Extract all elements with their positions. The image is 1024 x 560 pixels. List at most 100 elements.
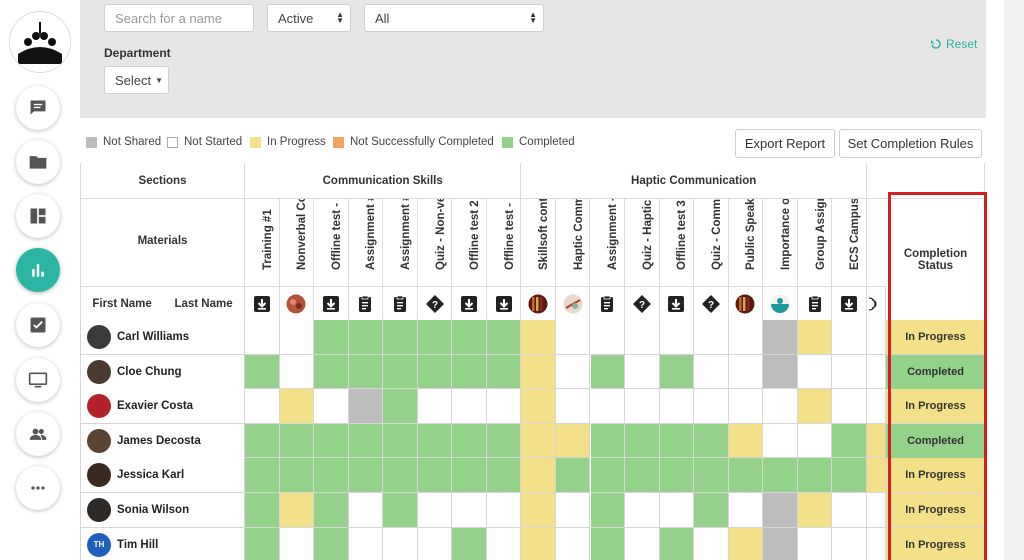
material-type-cell[interactable] <box>763 286 798 320</box>
progress-cell[interactable] <box>555 354 591 390</box>
progress-cell[interactable] <box>728 493 764 528</box>
progress-cell[interactable] <box>486 423 522 459</box>
material-type-cell[interactable] <box>728 286 764 320</box>
progress-cell[interactable] <box>279 389 315 424</box>
progress-cell[interactable] <box>245 458 280 493</box>
progress-cell[interactable] <box>625 320 660 355</box>
progress-cell[interactable] <box>521 458 556 493</box>
progress-cell[interactable] <box>728 389 764 424</box>
progress-cell[interactable] <box>763 458 798 493</box>
material-type-cell[interactable] <box>452 286 487 320</box>
progress-cell[interactable] <box>590 458 626 493</box>
progress-cell[interactable] <box>555 493 591 528</box>
material-type-cell[interactable]: ? <box>694 286 729 320</box>
status-select[interactable]: Active ▲ ▼ <box>267 4 351 32</box>
material-column-header[interactable]: Assignment - ... <box>590 199 626 286</box>
progress-cell[interactable] <box>521 389 556 424</box>
learner-name-cell[interactable]: TH Tim Hill <box>80 527 245 560</box>
progress-cell[interactable] <box>659 389 695 424</box>
nav-messages-button[interactable] <box>16 86 60 130</box>
material-type-cell[interactable] <box>659 286 695 320</box>
progress-cell[interactable] <box>348 354 384 390</box>
nav-folders-button[interactable] <box>16 140 60 184</box>
progress-cell[interactable] <box>625 493 660 528</box>
progress-cell[interactable] <box>348 493 384 528</box>
progress-cell[interactable] <box>590 320 626 355</box>
completion-status-cell[interactable]: In Progress <box>886 527 985 560</box>
progress-cell[interactable] <box>383 458 418 493</box>
group-select[interactable]: All ▲ ▼ <box>364 4 544 32</box>
progress-cell[interactable] <box>797 389 833 424</box>
material-column-header[interactable]: Public Speaki... <box>728 199 764 286</box>
material-type-cell[interactable] <box>348 286 384 320</box>
material-type-cell[interactable] <box>245 286 280 320</box>
progress-cell[interactable] <box>625 458 660 493</box>
progress-cell[interactable] <box>555 423 591 459</box>
progress-cell[interactable] <box>417 493 453 528</box>
progress-cell[interactable] <box>659 354 695 390</box>
progress-cell[interactable] <box>659 423 695 459</box>
completion-status-cell[interactable]: In Progress <box>886 493 985 528</box>
material-column-header[interactable]: Training #1 <box>245 199 280 286</box>
completion-status-cell[interactable]: Completed <box>886 423 985 459</box>
completion-status-cell[interactable]: In Progress <box>886 320 985 355</box>
progress-cell[interactable] <box>763 527 798 560</box>
organization-logo[interactable] <box>9 11 71 73</box>
progress-cell[interactable] <box>279 458 315 493</box>
nav-users-button[interactable] <box>16 412 60 456</box>
progress-cell[interactable] <box>245 423 280 459</box>
progress-cell[interactable] <box>625 389 660 424</box>
department-dropdown[interactable]: Select ▼ <box>104 66 169 94</box>
progress-cell[interactable] <box>314 458 349 493</box>
set-completion-rules-button[interactable]: Set Completion Rules <box>839 129 982 158</box>
progress-cell[interactable] <box>659 527 695 560</box>
progress-cell[interactable] <box>452 320 487 355</box>
progress-cell[interactable] <box>521 527 556 560</box>
progress-cell[interactable] <box>521 320 556 355</box>
progress-cell[interactable] <box>590 389 626 424</box>
progress-cell[interactable] <box>417 389 453 424</box>
progress-cell[interactable] <box>348 320 384 355</box>
material-column-header[interactable]: Offline test 2 ... <box>452 199 487 286</box>
material-column-header[interactable]: ECS Campus ... <box>832 199 867 286</box>
material-column-header[interactable]: Offline test - ... <box>486 199 522 286</box>
progress-cell[interactable] <box>486 389 522 424</box>
progress-cell[interactable] <box>279 354 315 390</box>
progress-cell[interactable] <box>314 389 349 424</box>
progress-cell[interactable] <box>694 423 729 459</box>
progress-cell[interactable] <box>348 458 384 493</box>
material-type-cell[interactable] <box>797 286 833 320</box>
material-type-cell[interactable] <box>521 286 556 320</box>
progress-cell[interactable] <box>797 354 833 390</box>
learner-name-cell[interactable]: James Decosta <box>80 423 245 459</box>
material-type-cell[interactable] <box>383 286 418 320</box>
progress-cell[interactable] <box>521 493 556 528</box>
material-column-header[interactable]: Quiz - Haptic ... <box>625 199 660 286</box>
progress-cell[interactable] <box>417 527 453 560</box>
progress-cell[interactable] <box>486 320 522 355</box>
progress-cell[interactable] <box>486 458 522 493</box>
progress-cell[interactable] <box>728 527 764 560</box>
nav-dashboard-button[interactable] <box>16 194 60 238</box>
material-column-header[interactable]: Assignment #... <box>383 199 418 286</box>
progress-cell[interactable] <box>694 458 729 493</box>
progress-cell[interactable] <box>728 320 764 355</box>
progress-cell[interactable] <box>279 423 315 459</box>
nav-reports-button[interactable] <box>16 248 60 292</box>
progress-cell[interactable] <box>348 527 384 560</box>
progress-cell[interactable] <box>279 527 315 560</box>
material-type-cell[interactable] <box>486 286 522 320</box>
progress-cell[interactable] <box>383 423 418 459</box>
material-type-cell[interactable] <box>832 286 867 320</box>
search-name-input[interactable]: Search for a name <box>104 4 254 32</box>
progress-cell[interactable] <box>763 389 798 424</box>
progress-cell[interactable] <box>314 354 349 390</box>
progress-cell[interactable] <box>832 354 867 390</box>
material-column-header[interactable]: Group Assign... <box>797 199 833 286</box>
progress-cell[interactable] <box>797 320 833 355</box>
progress-cell[interactable] <box>832 389 867 424</box>
progress-cell[interactable] <box>417 354 453 390</box>
progress-cell[interactable] <box>694 320 729 355</box>
progress-cell[interactable] <box>279 493 315 528</box>
progress-cell[interactable] <box>694 354 729 390</box>
